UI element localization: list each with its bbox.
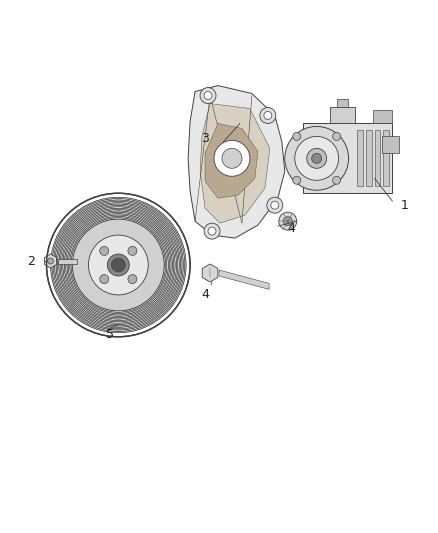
Circle shape bbox=[107, 254, 129, 276]
Circle shape bbox=[279, 212, 297, 230]
Circle shape bbox=[264, 111, 272, 119]
Circle shape bbox=[66, 212, 171, 318]
Circle shape bbox=[63, 209, 174, 320]
Polygon shape bbox=[188, 86, 285, 238]
Circle shape bbox=[111, 258, 125, 272]
Polygon shape bbox=[205, 124, 258, 198]
Text: 4: 4 bbox=[201, 288, 209, 301]
Circle shape bbox=[260, 108, 276, 124]
Polygon shape bbox=[330, 107, 355, 124]
Circle shape bbox=[128, 274, 137, 284]
Circle shape bbox=[285, 126, 349, 190]
Polygon shape bbox=[357, 131, 363, 186]
Polygon shape bbox=[45, 254, 57, 268]
Circle shape bbox=[293, 176, 301, 184]
Circle shape bbox=[67, 214, 170, 317]
Polygon shape bbox=[200, 103, 270, 223]
Polygon shape bbox=[202, 264, 218, 282]
Circle shape bbox=[267, 197, 283, 213]
Polygon shape bbox=[382, 136, 399, 154]
Circle shape bbox=[56, 203, 180, 327]
Text: 4: 4 bbox=[288, 222, 296, 235]
Circle shape bbox=[214, 140, 250, 176]
Circle shape bbox=[283, 216, 292, 225]
Circle shape bbox=[88, 235, 148, 295]
Circle shape bbox=[100, 274, 109, 284]
Polygon shape bbox=[372, 110, 392, 124]
Polygon shape bbox=[337, 99, 348, 107]
Circle shape bbox=[271, 201, 279, 209]
Circle shape bbox=[208, 227, 216, 235]
Circle shape bbox=[61, 208, 175, 322]
Circle shape bbox=[293, 132, 301, 140]
Circle shape bbox=[46, 193, 190, 337]
Polygon shape bbox=[366, 131, 371, 186]
Circle shape bbox=[128, 246, 137, 255]
Circle shape bbox=[204, 92, 212, 100]
Circle shape bbox=[70, 216, 167, 313]
Circle shape bbox=[332, 132, 341, 140]
Circle shape bbox=[222, 148, 242, 168]
Circle shape bbox=[64, 211, 173, 319]
Circle shape bbox=[60, 207, 177, 323]
Circle shape bbox=[312, 154, 321, 163]
Circle shape bbox=[71, 218, 166, 312]
Circle shape bbox=[332, 176, 341, 184]
Circle shape bbox=[295, 136, 339, 180]
Circle shape bbox=[52, 199, 185, 332]
Text: 1: 1 bbox=[400, 199, 408, 212]
Circle shape bbox=[50, 197, 186, 333]
Polygon shape bbox=[384, 131, 389, 186]
Text: 5: 5 bbox=[106, 328, 114, 341]
Circle shape bbox=[307, 148, 327, 168]
Circle shape bbox=[55, 201, 182, 329]
Text: 2: 2 bbox=[27, 255, 35, 268]
Polygon shape bbox=[374, 131, 381, 186]
Polygon shape bbox=[303, 124, 392, 193]
Circle shape bbox=[53, 200, 184, 330]
Circle shape bbox=[59, 205, 178, 325]
Polygon shape bbox=[219, 270, 269, 289]
Circle shape bbox=[57, 204, 179, 326]
Circle shape bbox=[200, 87, 216, 103]
Circle shape bbox=[48, 258, 53, 264]
Text: 3: 3 bbox=[201, 132, 209, 145]
Polygon shape bbox=[57, 259, 78, 263]
Circle shape bbox=[68, 215, 168, 315]
Circle shape bbox=[204, 223, 220, 239]
Circle shape bbox=[72, 219, 164, 311]
Circle shape bbox=[100, 246, 109, 255]
